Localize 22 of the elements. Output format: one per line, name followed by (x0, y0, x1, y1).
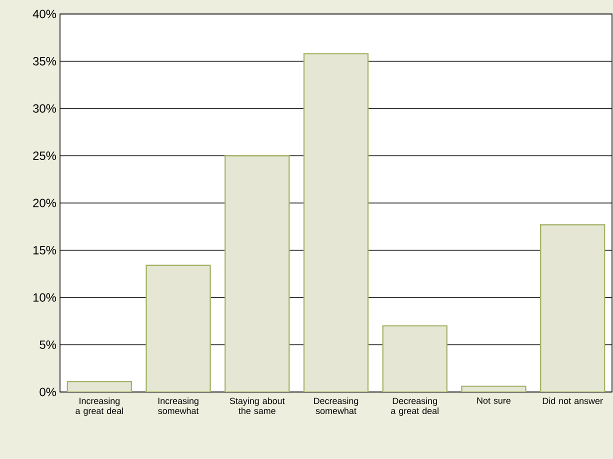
x-tick-label: Not sure (477, 398, 511, 404)
y-tick-label: 30% (33, 104, 56, 113)
bar (540, 224, 606, 392)
y-tick-label: 25% (33, 152, 56, 160)
bar (67, 382, 132, 392)
y-tick-label: 0% (40, 388, 56, 396)
x-tick-label: Increasing a great deal (76, 398, 123, 416)
x-tick-label: Decreasing somewhat (314, 398, 358, 414)
x-tick-label: Decreasing a great deal (391, 398, 438, 416)
bar (382, 326, 447, 392)
bar (304, 54, 368, 392)
y-tick-label: 35% (33, 57, 56, 66)
y-tick-label: 20% (33, 198, 56, 208)
y-tick-label: 15% (33, 246, 56, 254)
bar (225, 156, 290, 392)
x-tick-label: Increasing somewhat (158, 398, 199, 414)
y-tick-label: 40% (32, 10, 56, 18)
y-tick-label: 5% (40, 340, 56, 349)
bar (146, 265, 210, 392)
x-tick-label: Did not answer (542, 398, 603, 404)
x-tick-label: Staying about the same (230, 398, 285, 414)
y-tick-label: 10% (33, 293, 56, 302)
